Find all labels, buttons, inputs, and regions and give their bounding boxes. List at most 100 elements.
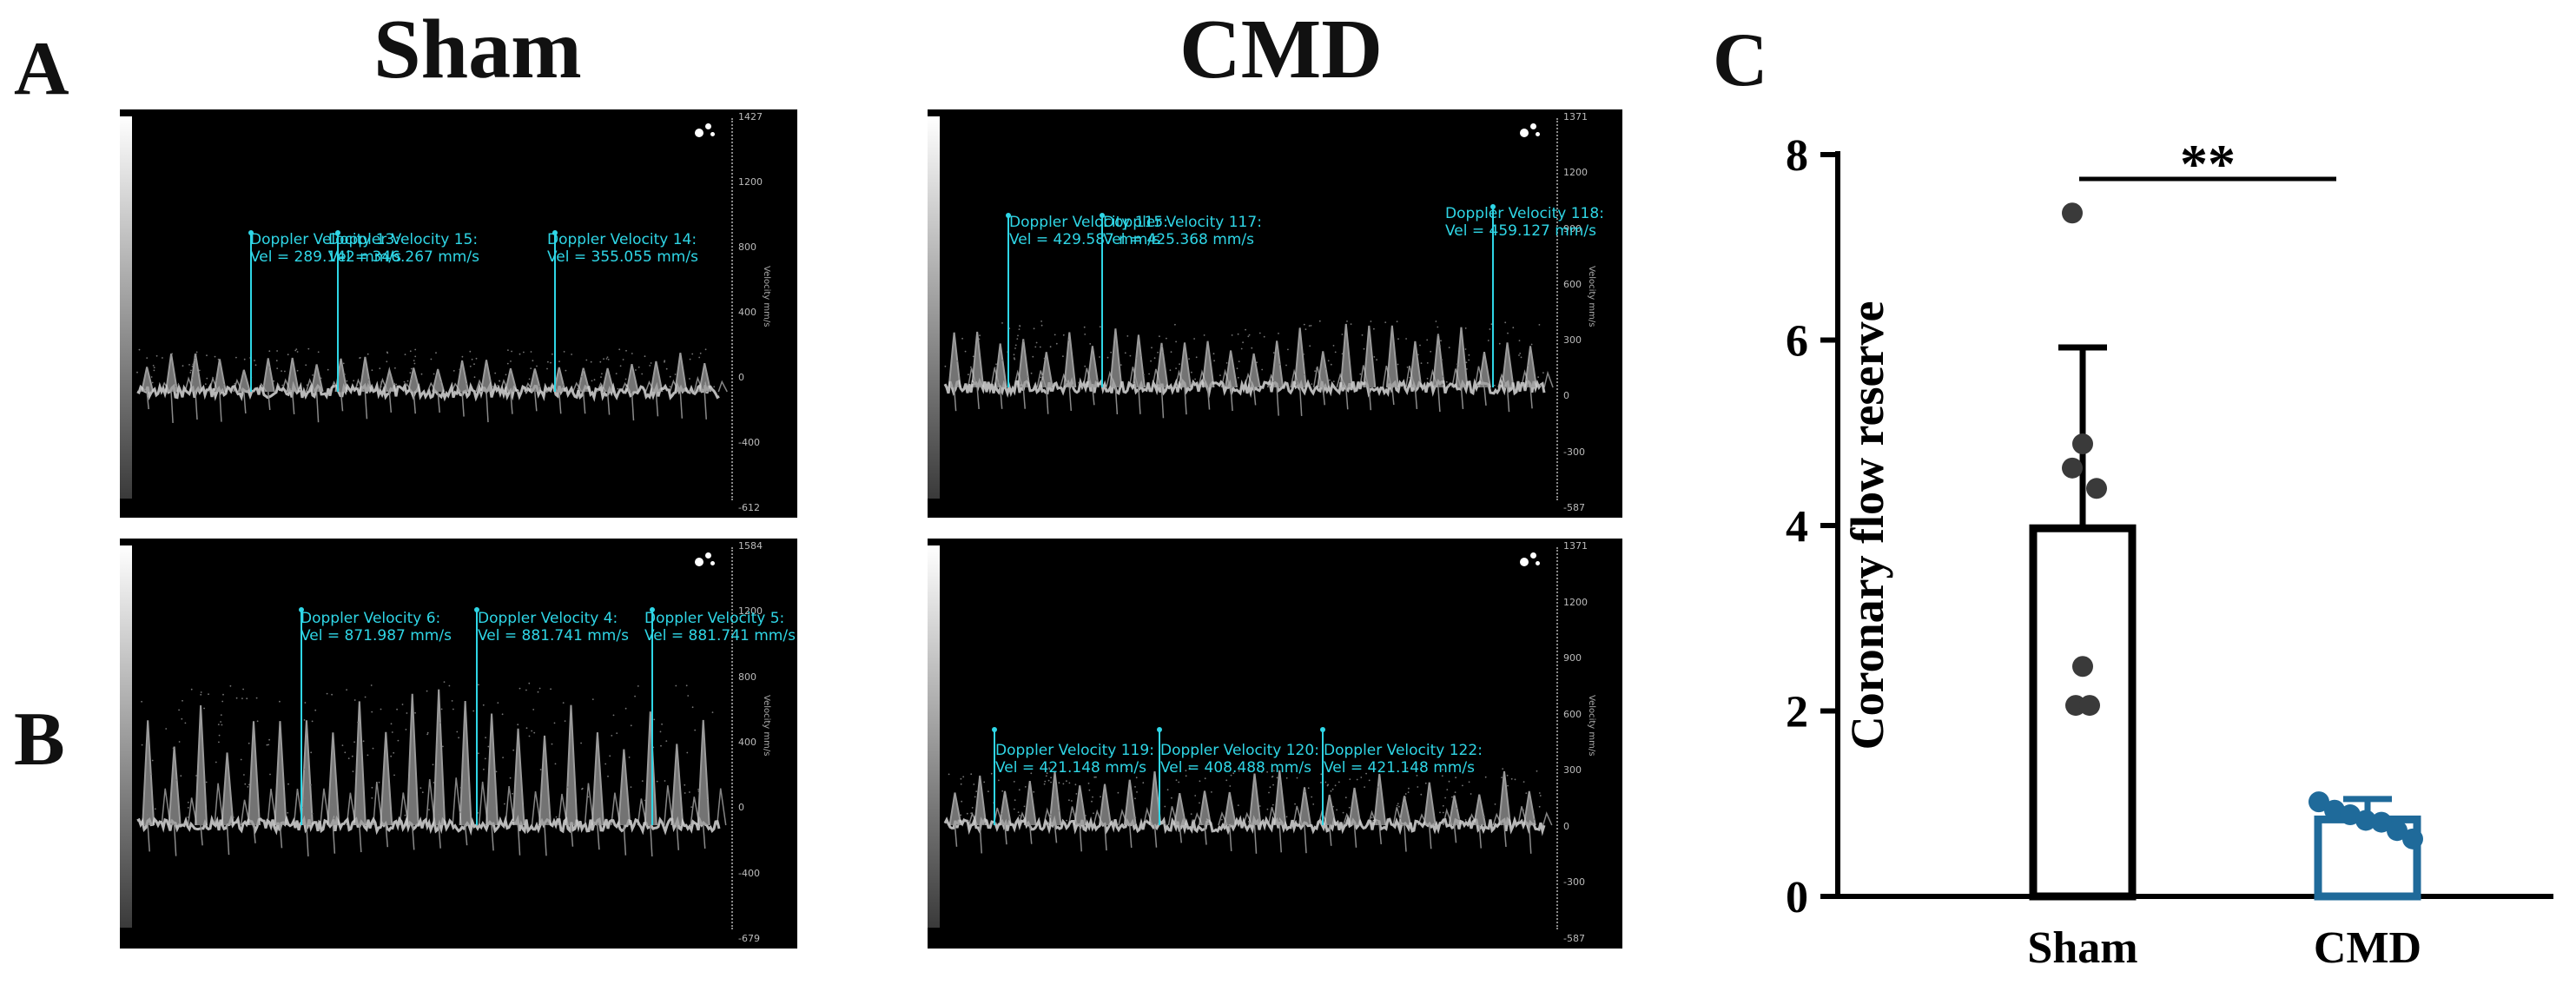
velocity-tick-label: -587 (1563, 933, 1585, 944)
velocity-tick-label: 600 (1563, 278, 1582, 290)
velocity-tick-label: 1200 (738, 605, 763, 618)
probe-orientation-icon (695, 122, 717, 141)
measurement-value: Vel = 871.987 mm/s (301, 627, 452, 645)
doppler-marker-point (474, 607, 479, 612)
doppler-measurement: Doppler Velocity 118: Vel = 459.127 mm/s (1445, 205, 1604, 240)
velocity-scale (1556, 547, 1558, 929)
grayscale-bar (120, 116, 132, 499)
data-point (2079, 695, 2100, 717)
doppler-marker-line (651, 610, 653, 825)
velocity-tick-label: 1200 (1563, 167, 1588, 179)
grayscale-bar (928, 545, 940, 928)
velocity-tick-label: 1371 (1563, 540, 1588, 552)
doppler-measurement: Doppler Velocity 14: Vel = 355.055 mm/s (547, 231, 698, 266)
doppler-marker-point (552, 230, 558, 235)
grayscale-bar (928, 116, 940, 499)
doppler-marker-point (1490, 204, 1496, 209)
measurement-name: Doppler Velocity 13: (250, 231, 400, 248)
velocity-tick-label: -612 (738, 502, 760, 513)
measurement-name: Doppler Velocity 118: (1445, 205, 1604, 222)
y-tick-label: 0 (1786, 873, 1808, 922)
velocity-tick-label: 800 (738, 671, 756, 683)
velocity-axis-title: Velocity mm/s (1587, 695, 1596, 757)
measurement-value: Vel = 881.741 mm/s (644, 627, 796, 645)
doppler-marker-line (994, 730, 995, 825)
velocity-tick-label: -679 (738, 933, 760, 944)
significance-stars: ** (2180, 133, 2236, 195)
data-point (2308, 791, 2329, 813)
velocity-tick-label: 900 (1563, 652, 1582, 664)
doppler-marker-point (335, 230, 340, 235)
doppler-measurement: Doppler Velocity 119: Vel = 421.148 mm/s (995, 742, 1154, 777)
doppler-marker-line (301, 610, 302, 825)
doppler-measurement: Doppler Velocity 4: Vel = 881.741 mm/s (478, 610, 629, 645)
doppler-marker-line (1159, 730, 1160, 825)
doppler-marker-line (1492, 207, 1494, 387)
doppler-measurement: Doppler Velocity 15: Vel = 346.267 mm/s (328, 231, 479, 266)
panel-label-b: B (14, 697, 65, 782)
data-point (2086, 478, 2107, 499)
velocity-tick-label: 800 (738, 241, 756, 253)
x-tick-label: Sham (2027, 923, 2137, 973)
column-title-sham: Sham (373, 3, 582, 96)
y-tick-label: 4 (1786, 502, 1808, 552)
measurement-value: Vel = 289.142 mm/s (250, 248, 401, 266)
velocity-tick-label: 400 (738, 737, 756, 748)
measurement-value: Vel = 355.055 mm/s (547, 248, 698, 266)
velocity-tick-label: 900 (1563, 222, 1582, 235)
velocity-scale (731, 118, 733, 500)
velocity-tick-label: 1371 (1563, 111, 1588, 122)
doppler-image-a-sham: 1427 1200 800 400 0 -400 -612 Velocity mm/s Dopp… (120, 109, 797, 518)
measurement-name: Doppler Velocity 5: (644, 610, 785, 627)
velocity-tick-label: -400 (738, 867, 760, 879)
grayscale-bar (120, 545, 132, 928)
measurement-value: Vel = 881.741 mm/s (478, 627, 629, 645)
measurement-name: Doppler Velocity 14: (547, 231, 697, 248)
measurement-value: Vel = 346.267 mm/s (328, 248, 479, 266)
doppler-marker-line (337, 233, 339, 392)
doppler-marker-point (650, 607, 655, 612)
doppler-marker-point (992, 727, 997, 732)
velocity-tick-label: 600 (1563, 708, 1582, 720)
probe-orientation-icon (1520, 551, 1542, 570)
velocity-tick-label: 1200 (1563, 596, 1588, 608)
doppler-marker-line (1322, 730, 1324, 825)
velocity-tick-label: -300 (1563, 876, 1585, 889)
doppler-marker-point (1006, 213, 1011, 218)
data-point (2072, 433, 2093, 455)
y-tick-label: 8 (1786, 131, 1808, 181)
x-tick-label: CMD (2314, 923, 2421, 973)
measurement-name: Doppler Velocity 6: (301, 610, 441, 627)
doppler-marker-point (1320, 727, 1325, 732)
data-point (2371, 811, 2392, 833)
doppler-spectrum (136, 347, 728, 423)
velocity-tick-label: 0 (1563, 390, 1569, 402)
data-point (2062, 202, 2083, 224)
y-axis-label: Coronary flow reserve (1841, 301, 1893, 750)
doppler-marker-line (476, 610, 478, 825)
velocity-axis-title: Velocity mm/s (762, 266, 771, 327)
velocity-tick-label: 0 (1563, 820, 1569, 832)
measurement-value: Vel = 429.587 mm/s (1009, 231, 1160, 248)
velocity-scale (731, 547, 733, 929)
velocity-tick-label: -300 (1563, 446, 1585, 458)
probe-orientation-icon (1520, 122, 1542, 141)
doppler-image-b-sham: 1584 1200 800 400 0 -400 -679 Velocity mm/s Dopp… (120, 539, 797, 949)
doppler-measurement: Doppler Velocity 117: Vel = 425.368 mm/s (1103, 214, 1262, 248)
measurement-value: Vel = 421.148 mm/s (1324, 759, 1475, 777)
velocity-tick-label: -400 (738, 437, 760, 448)
panel-label-c: C (1713, 18, 1768, 102)
velocity-axis-title: Velocity mm/s (762, 695, 771, 757)
doppler-marker-point (299, 607, 304, 612)
velocity-tick-label: 300 (1563, 334, 1582, 347)
velocity-tick-label: 0 (738, 802, 744, 814)
velocity-tick-label: 1200 (738, 176, 763, 188)
doppler-marker-line (1101, 215, 1103, 387)
measurement-name: Doppler Velocity 122: (1324, 742, 1483, 759)
doppler-marker-point (1100, 213, 1105, 218)
velocity-tick-label: 300 (1563, 764, 1582, 777)
doppler-measurement: Doppler Velocity 5: Vel = 881.741 mm/s (644, 610, 796, 645)
measurement-name: Doppler Velocity 4: (478, 610, 618, 627)
doppler-measurement: Doppler Velocity 6: Vel = 871.987 mm/s (301, 610, 452, 645)
doppler-spectrum (943, 320, 1554, 419)
